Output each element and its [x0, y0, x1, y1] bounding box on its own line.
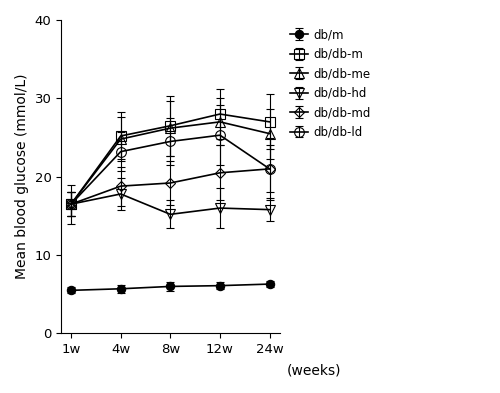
Y-axis label: Mean blood glucose (mmol/L): Mean blood glucose (mmol/L) [15, 74, 29, 279]
Text: (weeks): (weeks) [286, 364, 341, 378]
Legend: db/m, db/db-m, db/db-me, db/db-hd, db/db-md, db/db-ld: db/m, db/db-m, db/db-me, db/db-hd, db/db… [288, 26, 374, 141]
